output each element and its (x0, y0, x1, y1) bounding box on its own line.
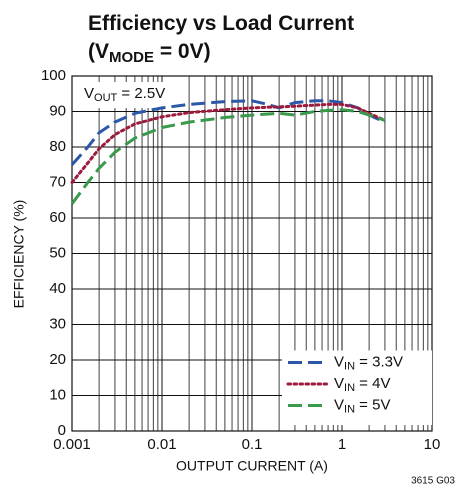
x-tick-label: 0.1 (242, 436, 263, 453)
legend-base: V (334, 353, 344, 370)
x-tick-label: 0.001 (53, 436, 91, 453)
series-line (70, 102, 387, 184)
subtitle-sub: MODE (109, 49, 154, 66)
annotation-base: V (84, 85, 94, 102)
annotation-sub: OUT (94, 92, 118, 104)
x-axis-label: OUTPUT CURRENT (A) (176, 458, 328, 474)
y-tick-label: 10 (49, 386, 66, 403)
x-tick-label: 1 (338, 436, 346, 453)
series-line (70, 108, 386, 205)
legend-rest: = 5V (355, 396, 390, 413)
y-tick-label: 20 (49, 351, 66, 368)
y-tick-label: 80 (49, 138, 66, 155)
legend-rest: = 4V (355, 375, 390, 392)
y-tick-label: 60 (49, 209, 66, 226)
legend-label: VIN = 5V (334, 396, 390, 415)
y-tick-label: 50 (49, 244, 66, 261)
subtitle-post: = 0V) (154, 40, 211, 63)
y-axis-label: EFFICIENCY (%) (11, 200, 27, 309)
legend-bg (282, 350, 432, 425)
legend-rest: = 3.3V (355, 353, 403, 370)
legend-label: VIN = 3.3V (334, 353, 403, 372)
x-tick-label: 0.01 (147, 436, 176, 453)
y-tick-label: 90 (49, 102, 66, 119)
legend-sub: IN (344, 382, 355, 394)
legend-base: V (334, 396, 344, 413)
legend-base: V (334, 375, 344, 392)
chart-subtitle: (VMODE = 0V) (88, 40, 211, 66)
legend-label: VIN = 4V (334, 375, 390, 394)
y-tick-label: 40 (49, 280, 66, 297)
y-tick-label: 30 (49, 315, 66, 332)
y-tick-label: 0 (58, 422, 66, 439)
subtitle-pre: (V (88, 40, 109, 63)
series-line (70, 99, 386, 166)
chart-title: Efficiency vs Load Current (88, 12, 354, 35)
legend-sub: IN (344, 360, 355, 372)
footnote: 3615 G03 (411, 476, 455, 487)
x-tick-label: 10 (424, 436, 441, 453)
y-tick-label: 100 (41, 67, 66, 84)
annotation: VOUT = 2.5V (84, 85, 165, 104)
annotation-bg (80, 82, 184, 108)
y-tick-label: 70 (49, 173, 66, 190)
legend-sub: IN (344, 403, 355, 415)
annotation-rest: = 2.5V (117, 85, 165, 102)
